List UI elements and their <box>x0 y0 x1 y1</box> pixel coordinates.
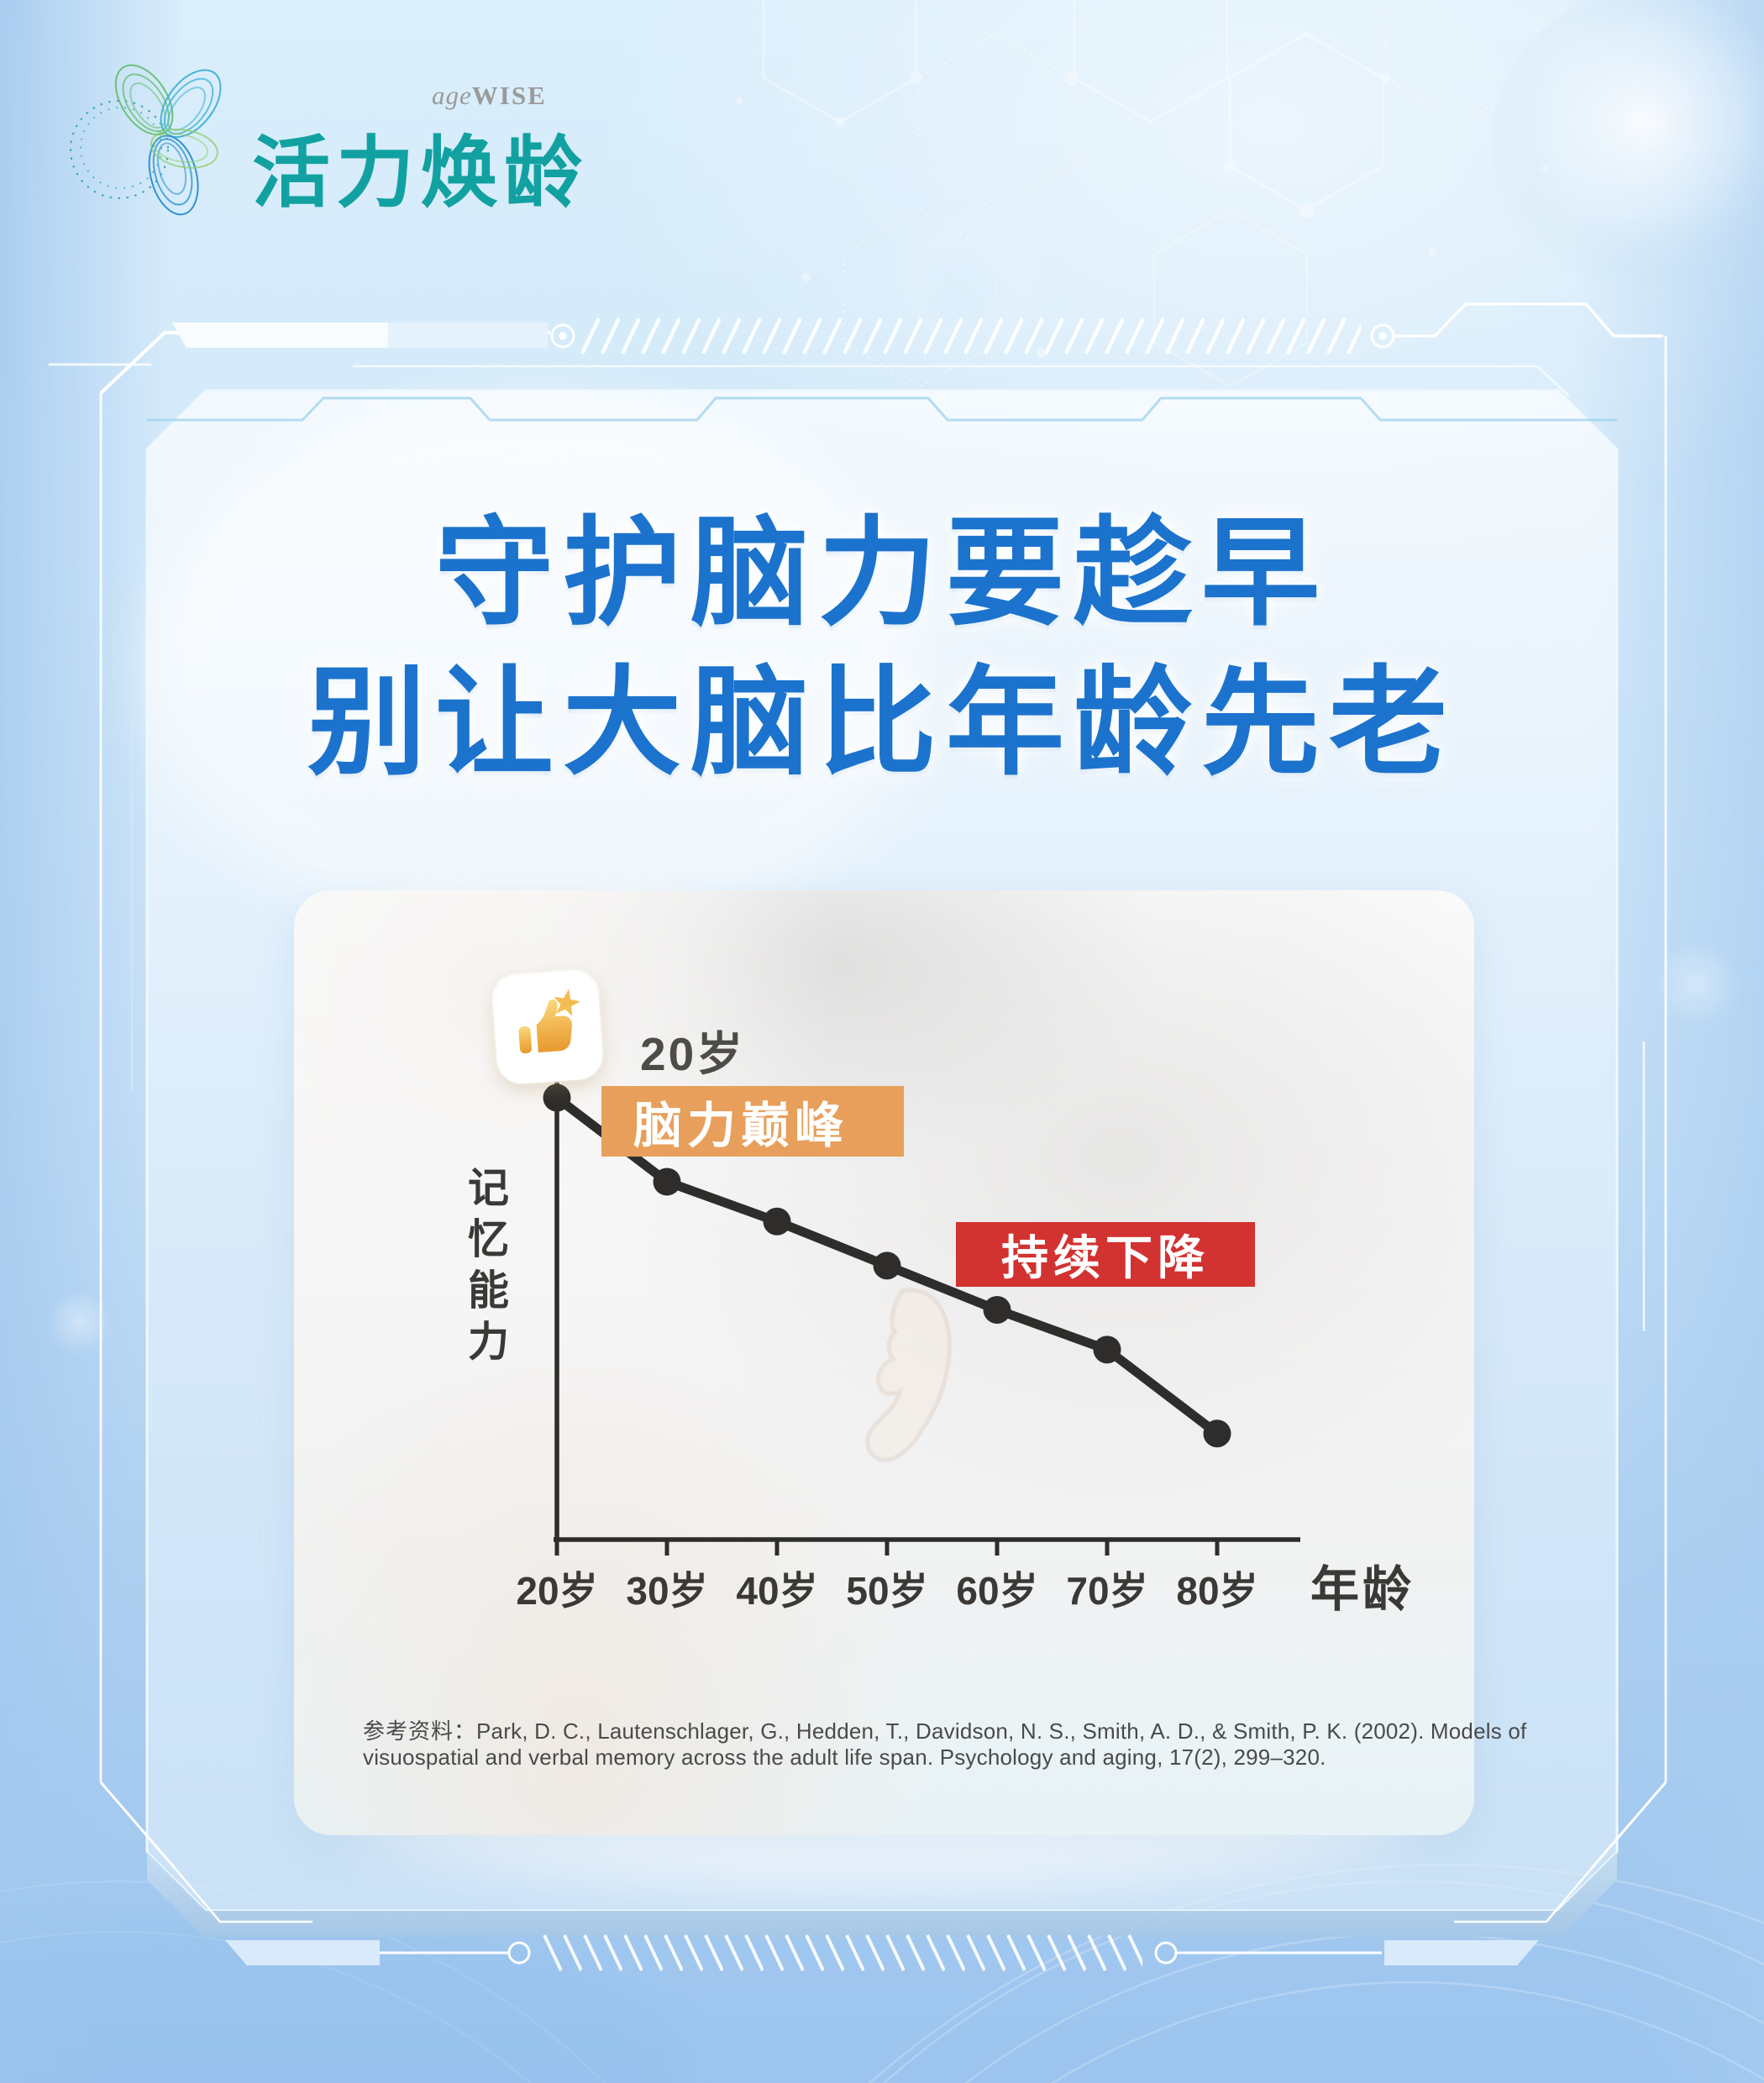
peak-badge: 脑力巅峰 <box>601 1086 904 1157</box>
x-axis-title: 年龄 <box>1310 1562 1415 1617</box>
photo-ear-shape <box>865 1288 953 1463</box>
brand-wordmark-cn: 活力焕龄 <box>252 129 588 217</box>
peak-age-label: 20岁 <box>640 1028 746 1080</box>
x-tick-label: 50岁 <box>846 1569 928 1613</box>
hexagon-molecule-pattern <box>736 0 1550 407</box>
x-tick-label: 20岁 <box>516 1569 598 1613</box>
y-axis-label: 记忆能力 <box>462 1166 507 1371</box>
brand-wordmark-en: ageWISE <box>432 81 547 111</box>
x-tick-label: 40岁 <box>736 1569 818 1613</box>
headline-line-1: 守护脑力要趁早 <box>434 506 1329 639</box>
reference-label: 参考资料： <box>363 1718 477 1744</box>
x-tick-label: 30岁 <box>626 1569 708 1613</box>
headline-line-2: 别让大脑比年龄先老 <box>307 656 1457 789</box>
frame-top-decoration <box>49 302 1663 397</box>
bubble-large <box>1489 0 1764 302</box>
reference-text-line2: visuospatial and verbal memory across th… <box>363 1744 1326 1770</box>
brand-en-prefix: age <box>432 81 472 110</box>
decline-badge: 持续下降 <box>956 1222 1255 1287</box>
reference-citation: 参考资料：Park, D. C., Lautenschlager, G., He… <box>363 1718 1526 1770</box>
x-tick-label: 60岁 <box>956 1569 1038 1613</box>
x-tick-label: 80岁 <box>1176 1569 1258 1613</box>
brand-en-suffix: WISE <box>471 81 547 110</box>
thumbs-up-star-icon <box>491 968 605 1086</box>
reference-text-line1: Park, D. C., Lautenschlager, G., Hedden,… <box>476 1718 1527 1744</box>
x-tick-label: 70岁 <box>1066 1569 1148 1613</box>
wave-arcs <box>0 1864 1764 2083</box>
stepped-edge-line <box>147 396 1617 422</box>
bubble-ring <box>905 228 1027 351</box>
